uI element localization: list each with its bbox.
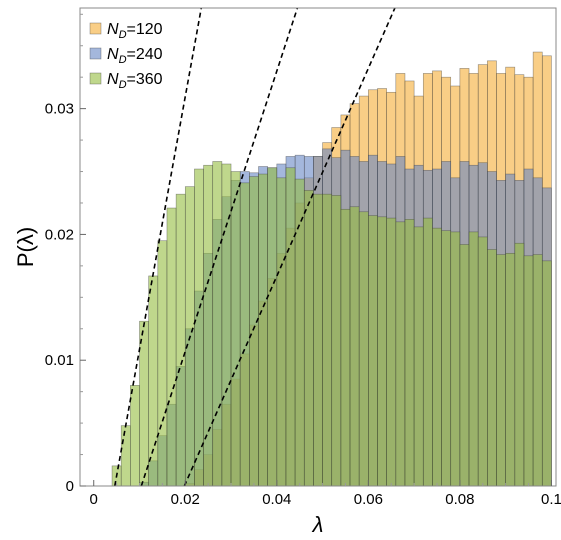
y-tick-label: 0.01: [45, 352, 74, 369]
legend: ND=120 ND=240 ND=360: [89, 21, 163, 91]
reference-lines: [113, 8, 396, 486]
bar-s3-19: [267, 167, 278, 486]
bar-s3-9: [175, 193, 186, 486]
bar-s3-46: [514, 242, 525, 486]
bar-s3-8: [166, 207, 177, 486]
legend-swatch-2: [89, 47, 102, 60]
bar-s3-37: [432, 227, 442, 486]
legend-label-2: ND=240: [107, 46, 163, 66]
legend-swatch-3: [89, 72, 102, 85]
y-tick-label: 0.02: [45, 226, 74, 243]
bar-s3-36: [422, 217, 433, 486]
bar-s3-6: [148, 275, 159, 486]
legend-label-3: ND=360: [107, 71, 163, 91]
bar-s3-48: [532, 254, 543, 486]
bar-s3-42: [477, 236, 488, 486]
legend-item-2: ND=240: [89, 46, 163, 66]
bar-s3-34: [404, 219, 415, 486]
x-tick-label: 0: [90, 491, 98, 508]
y-tick-label: 0.03: [45, 101, 74, 118]
bar-s3-26: [331, 195, 342, 486]
x-tick-label: 0.06: [354, 491, 383, 508]
axis-ticks: 0 0.02 0.04 0.06 0.08 0.1 0 0.01 0.02 0.03: [45, 13, 561, 508]
bar-s3-38: [441, 230, 452, 486]
x-tick-label: 0.02: [171, 491, 200, 508]
reference-line-3: [183, 8, 396, 486]
bar-s3-13: [212, 161, 223, 486]
bar-s3-3: [120, 425, 131, 486]
bar-s3-16: [239, 182, 250, 486]
bar-s3-29: [358, 211, 369, 486]
bar-s3-14: [221, 163, 232, 486]
bar-s3-32: [386, 217, 397, 486]
bar-s3-45: [505, 252, 516, 486]
y-tick-label: 0: [66, 478, 74, 495]
bar-s3-4: [130, 385, 140, 486]
bar-s3-30: [368, 215, 378, 486]
bar-s3-25: [322, 193, 333, 486]
x-tick-label: 0.08: [445, 491, 474, 508]
bar-s3-5: [139, 320, 149, 486]
reference-line-2: [140, 8, 299, 486]
histogram-bars: [111, 51, 552, 486]
bar-s3-20: [276, 177, 287, 486]
bar-s3-49: [541, 260, 552, 486]
x-axis-title: λ: [312, 512, 324, 537]
bar-s3-35: [413, 226, 424, 486]
bar-s3-18: [258, 173, 268, 486]
bar-s3-28: [349, 206, 360, 486]
bar-s3-39: [450, 231, 461, 486]
legend-item-3: ND=360: [89, 71, 163, 91]
legend-swatch-1: [89, 22, 102, 35]
bar-s3-33: [395, 221, 406, 486]
bar-s3-7: [157, 240, 168, 486]
reference-line-1: [113, 8, 203, 486]
legend-label-1: ND=120: [107, 21, 163, 41]
bar-s3-41: [468, 231, 479, 486]
bar-s3-27: [340, 208, 351, 486]
bar-s3-15: [230, 171, 241, 486]
bar-s3-47: [523, 255, 534, 486]
legend-item-1: ND=120: [89, 21, 163, 41]
bar-s3-17: [249, 176, 259, 486]
bar-s3-43: [487, 249, 497, 486]
bar-s3-44: [496, 254, 506, 486]
plot-frame: [79, 7, 557, 487]
bar-s3-31: [377, 216, 387, 486]
bar-s3-40: [459, 244, 470, 486]
y-axis-title: P(λ): [13, 227, 38, 267]
x-tick-label: 0.1: [541, 491, 561, 508]
bar-s3-11: [194, 168, 204, 486]
bar-s3-21: [285, 167, 296, 486]
bar-s3-24: [313, 193, 323, 486]
x-tick-label: 0.04: [262, 491, 291, 508]
bar-s3-23: [303, 190, 314, 486]
